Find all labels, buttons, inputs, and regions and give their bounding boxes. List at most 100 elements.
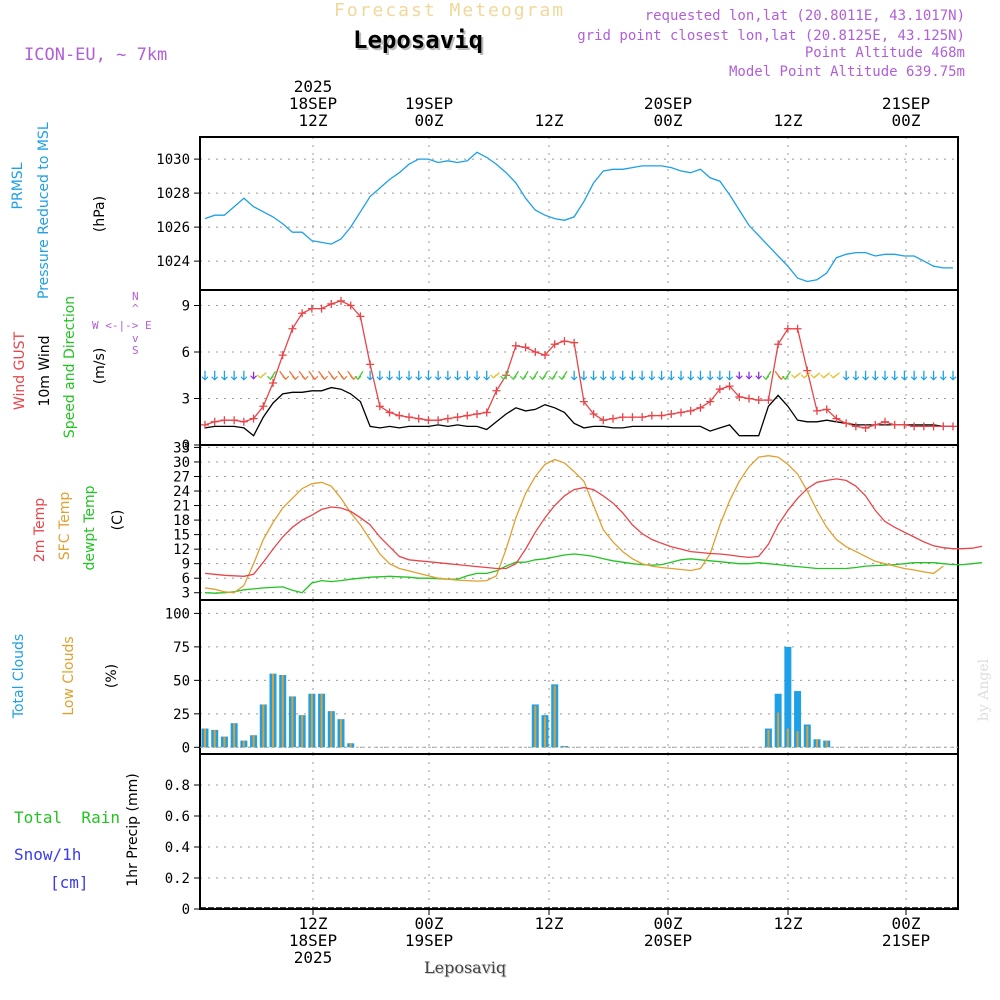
point-altitude: Point Altitude 468m bbox=[804, 45, 965, 61]
gust-marker bbox=[337, 296, 345, 305]
wind-arrow-head bbox=[230, 376, 238, 381]
wind-arrow-head bbox=[609, 376, 617, 381]
wind-arrow-head bbox=[658, 376, 665, 381]
gust-marker bbox=[754, 396, 763, 405]
total-cloud-bar bbox=[784, 646, 792, 748]
gust-marker bbox=[589, 410, 598, 418]
y-tick-label: 33 bbox=[173, 440, 190, 456]
wind-arrow-head bbox=[366, 376, 374, 381]
wind-arrow-head bbox=[881, 376, 889, 381]
wind-arrow-head bbox=[677, 376, 685, 381]
gust-marker bbox=[249, 414, 258, 423]
wind-arrow-head bbox=[949, 376, 957, 381]
wind-arrow-head bbox=[354, 375, 362, 381]
low-cloud-bar bbox=[301, 715, 304, 748]
chart-title: Forecast Meteogram bbox=[334, 0, 566, 21]
gust-marker bbox=[560, 337, 569, 346]
gust-marker bbox=[356, 312, 365, 321]
bottom-time-label-line1: 12Z bbox=[773, 914, 803, 933]
bottom-time-label-1: 00Z 19SEP bbox=[389, 915, 469, 966]
wind-arrow-head bbox=[490, 374, 497, 379]
gust-marker bbox=[638, 413, 647, 422]
grid-point-coords: grid point closest lon,lat (20.8125E, 43… bbox=[577, 28, 965, 44]
gust-marker bbox=[473, 410, 481, 418]
gust-marker bbox=[813, 406, 821, 415]
y-tick-label: 0.2 bbox=[165, 871, 190, 887]
compass-south: S bbox=[132, 344, 139, 357]
compass-down: v bbox=[132, 332, 139, 345]
top-time-label-line3: 12Z bbox=[773, 111, 803, 130]
y-tick-label: 0.8 bbox=[165, 778, 190, 794]
y-tick-label: 9 bbox=[182, 299, 190, 315]
gust-marker bbox=[842, 419, 851, 428]
compass-up: ^ bbox=[132, 302, 139, 315]
wind-arrow-head bbox=[745, 375, 753, 380]
footer-location: Leposaviq bbox=[424, 958, 507, 977]
low-cloud-bar bbox=[213, 729, 216, 748]
model-altitude: Model Point Altitude 639.75m bbox=[728, 64, 965, 80]
wind-arrow-head bbox=[599, 376, 607, 381]
low-cloud-bar bbox=[777, 712, 780, 748]
low-cloud-bar bbox=[786, 728, 789, 748]
gust-marker bbox=[210, 417, 219, 426]
y-tick-label: 0.6 bbox=[165, 809, 190, 825]
bottom-time-label-line1: 00Z bbox=[891, 914, 921, 933]
top-time-label-line2: 19SEP bbox=[404, 94, 454, 113]
low-cloud-bar bbox=[330, 711, 333, 748]
gust-marker bbox=[346, 301, 355, 310]
location-title: Leposaviq bbox=[353, 26, 484, 54]
y-tick-label: 0 bbox=[182, 902, 190, 918]
gust-marker bbox=[317, 304, 326, 313]
gust-marker bbox=[725, 382, 734, 391]
wind-arrow-head bbox=[716, 376, 724, 381]
y-tick-label: 9 bbox=[182, 557, 190, 573]
panel-frame bbox=[199, 444, 959, 601]
low-cloud-bar bbox=[340, 719, 342, 748]
bottom-time-label-0: 12Z 18SEP 2025 bbox=[273, 915, 353, 966]
bottom-time-label-line3 bbox=[748, 949, 828, 966]
bottom-time-label-line3 bbox=[509, 949, 589, 966]
y-tick-label: 1026 bbox=[156, 220, 190, 236]
t2m-line bbox=[204, 478, 983, 577]
bottom-time-label-line2 bbox=[509, 932, 589, 949]
y-tick-label: 50 bbox=[173, 673, 190, 689]
bottom-time-label-3: 00Z 20SEP bbox=[628, 915, 708, 966]
bottom-time-label-line2 bbox=[748, 932, 828, 949]
low-cloud-bar bbox=[204, 728, 206, 748]
wind-arrow-head bbox=[301, 375, 309, 381]
wind-arrow-head bbox=[221, 376, 228, 381]
wind-arrow-head bbox=[800, 374, 808, 379]
bottom-time-label-line1: 12Z bbox=[298, 914, 328, 933]
gust-marker bbox=[239, 417, 248, 426]
gust-marker bbox=[939, 422, 948, 431]
wind-arrow-head bbox=[558, 375, 566, 381]
wind-arrow-head bbox=[570, 376, 578, 381]
low-cloud-bar bbox=[272, 673, 274, 748]
bottom-time-label-4: 12Z bbox=[748, 915, 828, 966]
y-tick-label: 6 bbox=[182, 571, 190, 587]
y-tick-label: 25 bbox=[173, 707, 190, 723]
low-cloud-bar bbox=[223, 736, 226, 748]
low-cloud-bar bbox=[806, 725, 809, 748]
top-time-label-3: 20SEP 00Z bbox=[628, 78, 708, 129]
wind-arrow-head bbox=[706, 376, 714, 381]
wind-arrow-head bbox=[483, 376, 491, 381]
wind-arrow-head bbox=[871, 376, 879, 381]
gust-marker bbox=[550, 340, 559, 349]
gust-marker bbox=[278, 351, 287, 360]
gust-marker bbox=[366, 360, 375, 369]
y-tick-label: 75 bbox=[173, 640, 190, 656]
top-time-label-2: 12Z bbox=[509, 78, 589, 129]
wind-arrow-head bbox=[791, 374, 798, 379]
gust-marker bbox=[832, 414, 841, 423]
bottom-time-label-line3: 2025 bbox=[293, 948, 333, 967]
y-tick-label: 18 bbox=[173, 513, 190, 529]
gust-marker bbox=[677, 408, 685, 417]
panel-0: 1024 1026 1028 1030 bbox=[156, 136, 959, 291]
wind-arrow-head bbox=[755, 375, 763, 380]
wind-arrow-head bbox=[910, 376, 918, 381]
pressure-line bbox=[204, 151, 953, 283]
gust-marker bbox=[579, 397, 588, 406]
gust-marker bbox=[511, 341, 520, 350]
wind-arrow-head bbox=[638, 376, 646, 381]
